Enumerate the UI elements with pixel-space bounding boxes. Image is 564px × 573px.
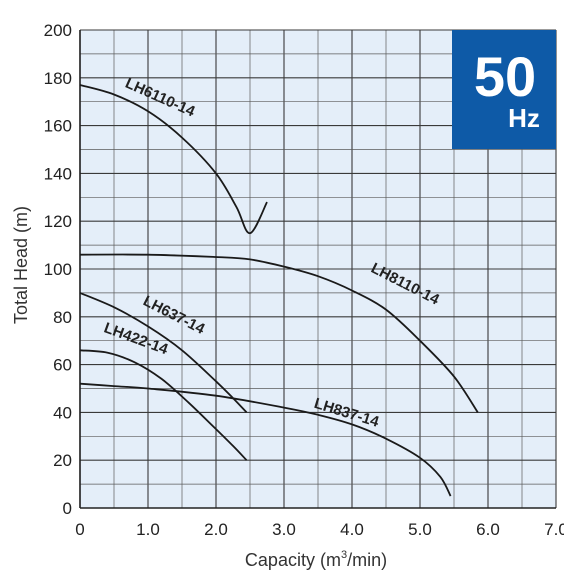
y-tick-label: 80 <box>53 308 72 327</box>
x-axis-title: Capacity (m3/min) <box>245 549 387 570</box>
curve-lh837-14 <box>79 382 452 497</box>
pump-curves <box>79 84 479 497</box>
y-tick-label: 20 <box>53 451 72 470</box>
y-tick-label: 180 <box>44 69 72 88</box>
y-tick-label: 40 <box>53 403 72 422</box>
y-tick-label: 60 <box>53 356 72 375</box>
y-tick-label: 120 <box>44 212 72 231</box>
frequency-unit: Hz <box>508 103 540 133</box>
y-tick-label: 100 <box>44 260 72 279</box>
frequency-badge-background <box>452 30 556 149</box>
x-tick-label: 0 <box>75 520 84 539</box>
x-tick-label: 1.0 <box>136 520 160 539</box>
x-tick-label: 6.0 <box>476 520 500 539</box>
x-tick-label: 7.0 <box>544 520 564 539</box>
y-tick-label: 0 <box>63 499 72 518</box>
x-tick-labels: 0 1.0 2.0 3.0 4.0 5.0 6.0 7.0 <box>75 520 564 539</box>
y-axis-title: Total Head (m) <box>11 206 31 324</box>
frequency-badge: 50 Hz <box>452 30 556 149</box>
y-tick-label: 200 <box>44 21 72 40</box>
x-tick-label: 3.0 <box>272 520 296 539</box>
x-tick-label: 5.0 <box>408 520 432 539</box>
x-tick-label: 2.0 <box>204 520 228 539</box>
y-tick-label: 160 <box>44 117 72 136</box>
x-tick-label: 4.0 <box>340 520 364 539</box>
y-tick-labels: 0 20 40 60 80 100 120 140 160 180 200 <box>44 21 72 518</box>
y-tick-label: 140 <box>44 164 72 183</box>
axis-lines <box>79 30 556 509</box>
frequency-value: 50 <box>474 45 536 108</box>
curve-lh6110-14 <box>79 84 268 235</box>
curve-lh8110-14 <box>79 253 479 413</box>
